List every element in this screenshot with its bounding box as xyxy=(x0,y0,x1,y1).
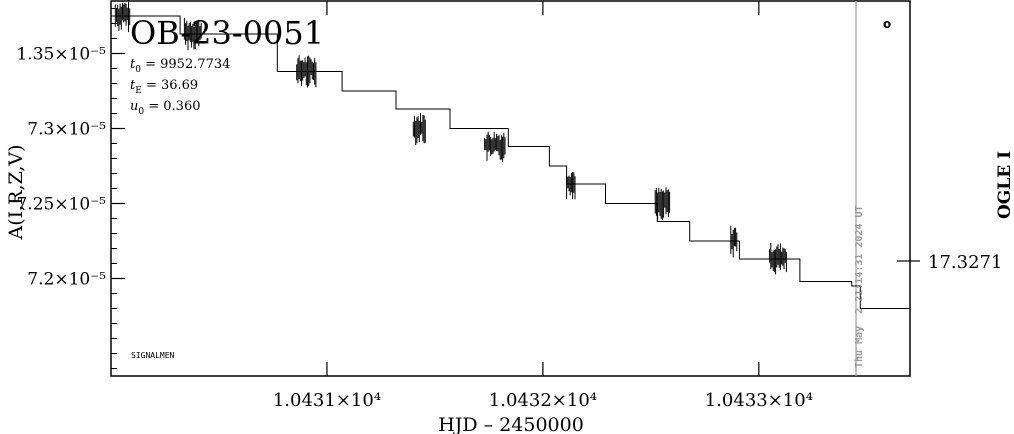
noise-burst-3 xyxy=(412,113,426,145)
x-axis-ticks: 1.0431×10⁴ 1.0432×10⁴ 1.0433×10⁴ xyxy=(273,1,813,411)
y-axis-label: A(I,R,Z,V) xyxy=(5,144,27,240)
corner-marker: o xyxy=(883,17,891,31)
y-tick-label-0: 1.35×10⁻⁵ xyxy=(16,45,106,65)
x-tick-label-0: 1.0431×10⁴ xyxy=(273,390,381,411)
y-tick-label-3: 7.2×10⁻⁵ xyxy=(27,270,106,290)
noise-burst-7 xyxy=(730,225,738,258)
noise-burst-5 xyxy=(566,172,576,200)
x-tick-label-1: 1.0432×10⁴ xyxy=(489,390,597,411)
right-tick-label: 17.3271 xyxy=(928,252,1002,273)
noise-burst-4 xyxy=(484,131,506,163)
noise-burst-8 xyxy=(769,242,787,275)
noise-bursts xyxy=(114,0,787,275)
right-axis-label: OGLE I xyxy=(995,151,1014,219)
param-line-0: t0 = 9952.7734 xyxy=(130,57,230,75)
source-annotation: SIGNALMEN xyxy=(131,351,175,360)
series-step-line xyxy=(111,15,910,309)
param-line-2: u0 = 0.360 xyxy=(130,99,200,117)
timestamp: Thu May 2 21:14:31 2024 UT xyxy=(854,205,865,368)
x-tick-label-2: 1.0433×10⁴ xyxy=(705,390,813,411)
y-axis-ticks: 1.35×10⁻⁵ 7.3×10⁻⁵ 7.25×10⁻⁵ 7.2×10⁻⁵ xyxy=(16,8,125,369)
y-tick-label-2: 7.25×10⁻⁵ xyxy=(16,195,106,215)
plot-frame xyxy=(110,0,911,377)
x-axis-label: HJD – 2450000 xyxy=(438,414,584,434)
param-line-1: tE = 36.69 xyxy=(130,78,198,96)
y-tick-label-1: 7.3×10⁻⁵ xyxy=(27,120,106,140)
chart-title: OB-23-0051 xyxy=(130,14,324,52)
fit-parameters: t0 = 9952.7734 tE = 36.69 u0 = 0.360 xyxy=(130,57,230,117)
